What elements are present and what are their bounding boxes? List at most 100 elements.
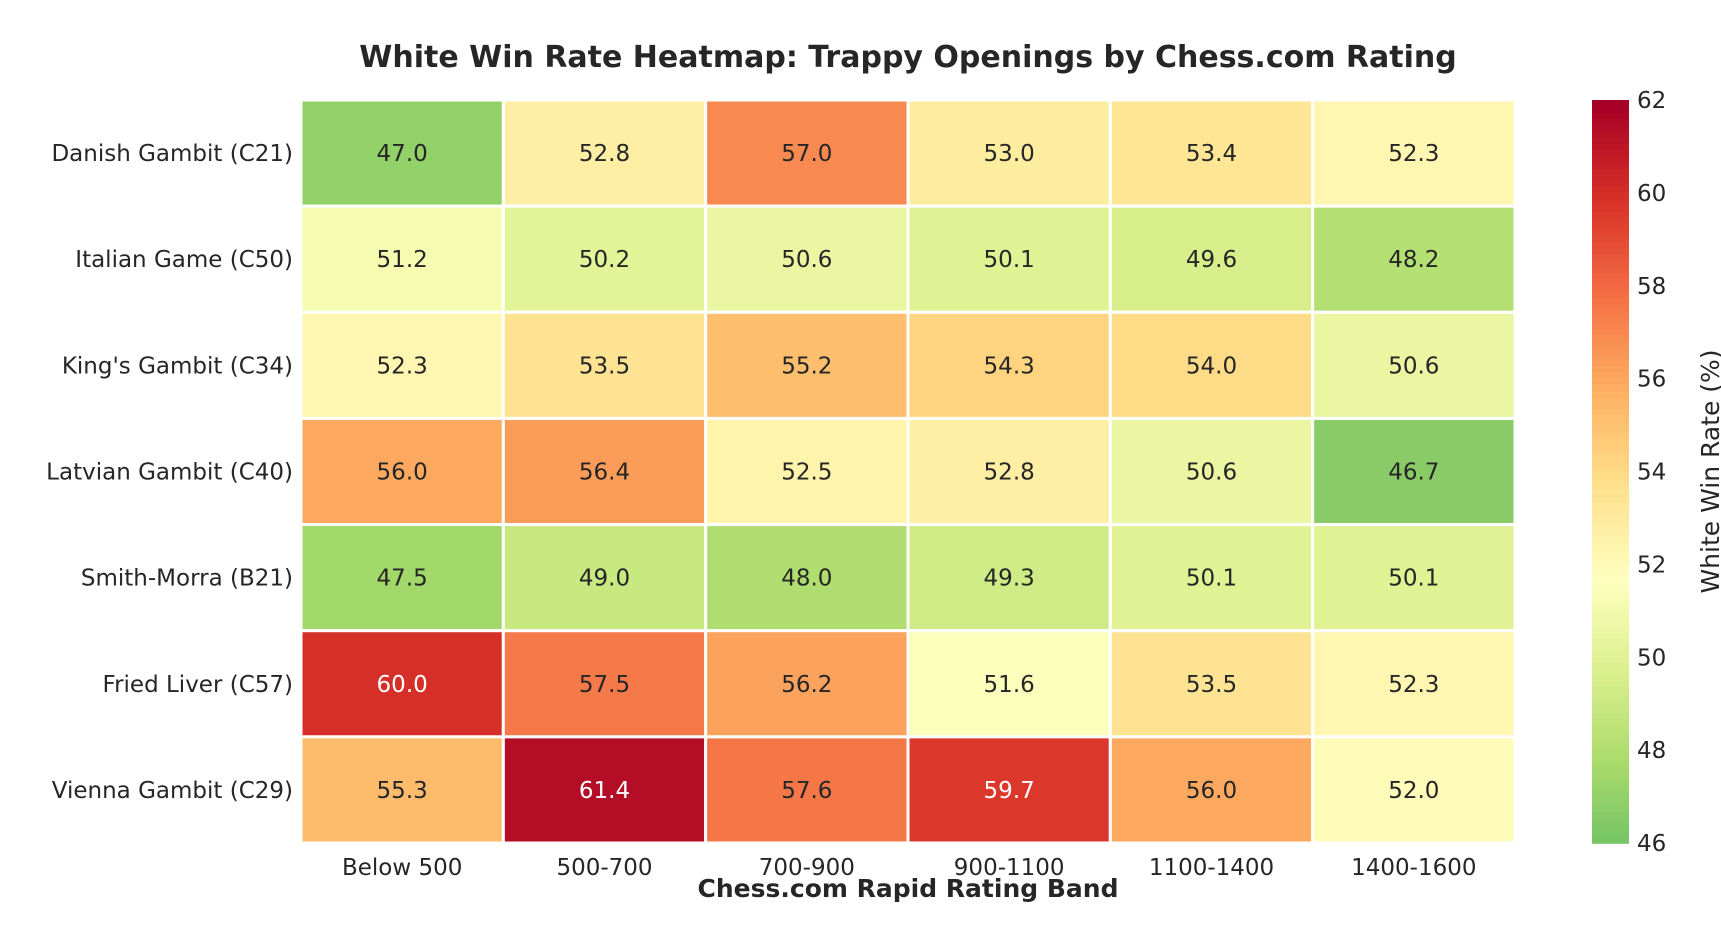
colorbar-tick-label: 52 bbox=[1637, 552, 1666, 578]
cell-value-label: 56.0 bbox=[377, 460, 428, 486]
colorbar-segment bbox=[1592, 737, 1629, 745]
cell-value-label: 60.0 bbox=[377, 672, 428, 698]
cell-value-label: 48.2 bbox=[1388, 247, 1439, 273]
heatmap-cell bbox=[906, 523, 1112, 633]
cell-value-label: 52.8 bbox=[984, 460, 1035, 486]
heatmap-cell bbox=[1311, 204, 1517, 314]
colorbar-segment bbox=[1592, 378, 1629, 386]
colorbar-segment bbox=[1592, 694, 1629, 702]
colorbar-segment bbox=[1592, 781, 1629, 789]
heatmap-cell bbox=[501, 98, 708, 208]
colorbar-segment bbox=[1592, 576, 1629, 584]
colorbar-segment bbox=[1592, 551, 1629, 559]
colorbar-segment bbox=[1592, 180, 1629, 188]
colorbar-segment bbox=[1592, 124, 1629, 132]
colorbar-tick-label: 62 bbox=[1637, 88, 1666, 114]
colorbar-segment bbox=[1592, 712, 1629, 720]
colorbar-segment bbox=[1592, 174, 1629, 182]
colorbar-segment bbox=[1592, 205, 1629, 213]
heatmap-cell bbox=[704, 523, 910, 633]
colorbar-segment bbox=[1592, 106, 1629, 114]
heatmap-cell bbox=[906, 416, 1112, 527]
colorbar-tick-label: 54 bbox=[1637, 460, 1666, 486]
heatmap-cell bbox=[1108, 416, 1315, 527]
colorbar-segment bbox=[1592, 595, 1629, 603]
colorbar-segment bbox=[1592, 514, 1629, 522]
cell-value-label: 50.1 bbox=[1186, 566, 1237, 592]
colorbar-segment bbox=[1592, 490, 1629, 498]
colorbar-segment bbox=[1592, 477, 1629, 485]
colorbar-segment bbox=[1592, 533, 1629, 541]
colorbar-segment bbox=[1592, 570, 1629, 578]
cell-value-label: 50.6 bbox=[1388, 353, 1439, 379]
colorbar-segment bbox=[1592, 818, 1629, 826]
colorbar-segment bbox=[1592, 273, 1629, 281]
heatmap-cell bbox=[1311, 523, 1517, 633]
colorbar-segment bbox=[1592, 168, 1629, 176]
colorbar-segment bbox=[1592, 632, 1629, 640]
colorbar-segment bbox=[1592, 242, 1629, 250]
heatmap-cell bbox=[299, 735, 505, 845]
colorbar-segment bbox=[1592, 186, 1629, 194]
cell-value-label: 49.0 bbox=[579, 566, 630, 592]
colorbar-segment bbox=[1592, 539, 1629, 547]
colorbar-segment bbox=[1592, 465, 1629, 473]
colorbar-segment bbox=[1592, 161, 1629, 169]
colorbar-segment bbox=[1592, 719, 1629, 727]
cell-value-label: 50.6 bbox=[781, 247, 832, 273]
colorbar-segment bbox=[1592, 496, 1629, 504]
colorbar-segment bbox=[1592, 657, 1629, 665]
colorbar-segment bbox=[1592, 756, 1629, 764]
colorbar-segment bbox=[1592, 304, 1629, 312]
colorbar-segment bbox=[1592, 613, 1629, 621]
colorbar-segment bbox=[1592, 675, 1629, 683]
cell-value-label: 55.3 bbox=[377, 778, 428, 804]
cell-value-label: 54.3 bbox=[984, 353, 1035, 379]
colorbar-segment bbox=[1592, 112, 1629, 120]
colorbar-segment bbox=[1592, 217, 1629, 225]
colorbar-segment bbox=[1592, 830, 1629, 838]
colorbar-segment bbox=[1592, 669, 1629, 677]
colorbar-segment bbox=[1592, 397, 1629, 405]
heatmap-cell bbox=[299, 98, 505, 208]
colorbar-segment bbox=[1592, 651, 1629, 659]
colorbar-segment bbox=[1592, 446, 1629, 454]
cell-value-label: 49.6 bbox=[1186, 247, 1237, 273]
colorbar-segment bbox=[1592, 130, 1629, 138]
colorbar-tick-label: 58 bbox=[1637, 274, 1666, 300]
colorbar-segment bbox=[1592, 329, 1629, 337]
row-labels: Danish Gambit (C21) Italian Game (C50) Kin… bbox=[46, 141, 293, 804]
colorbar-segment bbox=[1592, 236, 1629, 244]
heatmap-cell bbox=[1311, 629, 1517, 739]
chart-title: White Win Rate Heatmap: Trappy Openings … bbox=[359, 40, 1456, 75]
cell-value-label: 52.5 bbox=[781, 460, 832, 486]
colorbar-segment bbox=[1592, 762, 1629, 770]
heatmap-grid: 47.0 52.8 57.0 53.0 53.4 52.3 51.2 50.2 50.6 50.1… bbox=[299, 98, 1517, 845]
cell-value-label: 50.6 bbox=[1186, 460, 1237, 486]
colorbar-segment bbox=[1592, 322, 1629, 330]
colorbar-segment bbox=[1592, 452, 1629, 460]
colorbar-segment bbox=[1592, 199, 1629, 207]
cell-value-label: 54.0 bbox=[1186, 353, 1237, 379]
colorbar-segment bbox=[1592, 527, 1629, 535]
colorbar-segment bbox=[1592, 347, 1629, 355]
row-label: Vienna Gambit (C29) bbox=[52, 778, 293, 804]
colorbar-segment bbox=[1592, 545, 1629, 553]
colorbar-segment bbox=[1592, 137, 1629, 145]
cell-value-label: 48.0 bbox=[781, 566, 832, 592]
column-label: 1100-1400 bbox=[1149, 855, 1274, 881]
column-label: 900-1100 bbox=[954, 855, 1065, 881]
colorbar-segment bbox=[1592, 230, 1629, 238]
colorbar-segment bbox=[1592, 310, 1629, 318]
cell-value-label: 57.6 bbox=[781, 778, 832, 804]
colorbar-segment bbox=[1592, 607, 1629, 615]
colorbar-segment bbox=[1592, 508, 1629, 516]
heatmap-cell bbox=[906, 310, 1112, 420]
row-label: Fried Liver (C57) bbox=[103, 672, 293, 698]
colorbar-segment bbox=[1592, 118, 1629, 126]
colorbar-segment bbox=[1592, 620, 1629, 628]
column-label: 500-700 bbox=[556, 855, 652, 881]
cell-value-label: 47.5 bbox=[377, 566, 428, 592]
colorbar-segment bbox=[1592, 582, 1629, 590]
